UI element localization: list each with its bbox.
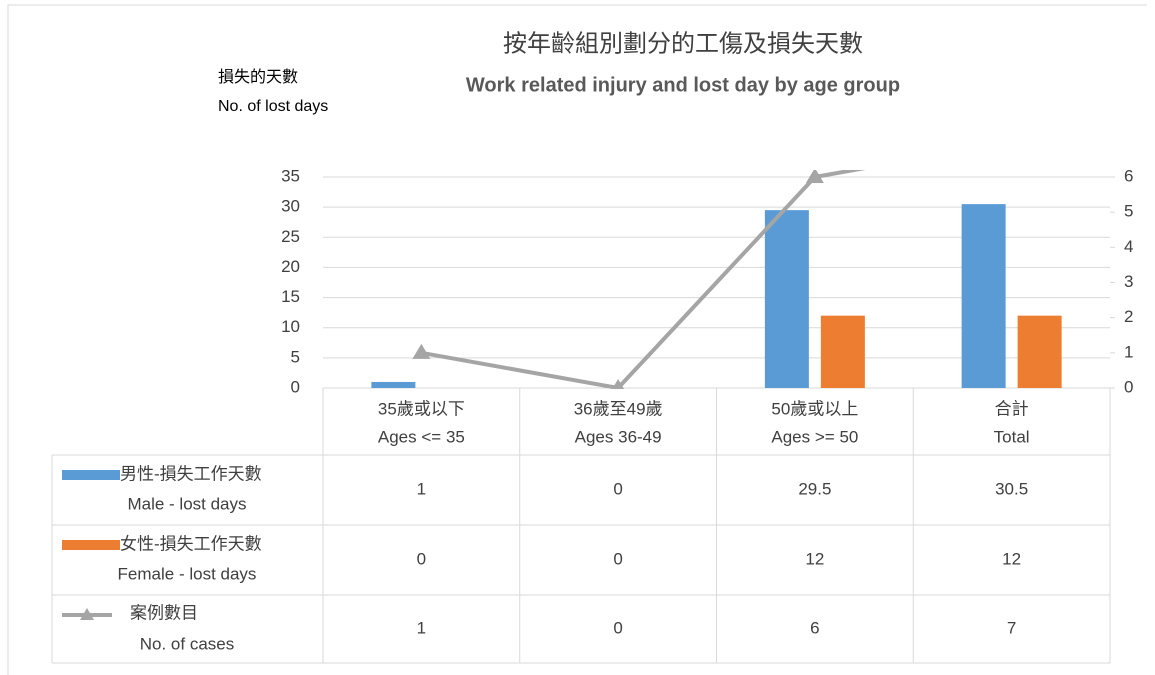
y-tick-label: 30 <box>281 197 300 216</box>
line-marker <box>1003 133 1021 148</box>
bar <box>961 204 1006 388</box>
x-tick-label: 合計 <box>995 399 1029 418</box>
y2-tick-label: 3 <box>1124 272 1133 291</box>
chart-subtitle: Work related injury and lost day by age … <box>466 74 900 96</box>
y-axis-label: No. of lost days <box>218 98 328 115</box>
y2-tick-label: 0 <box>1124 377 1133 396</box>
table-value: 0 <box>613 549 622 568</box>
line-series <box>412 133 1021 389</box>
y2-tick-label: 2 <box>1124 307 1133 326</box>
legend-swatch <box>62 540 120 550</box>
table-value: 29.5 <box>798 479 831 498</box>
y-tick-label: 5 <box>291 347 300 366</box>
y2-tick-label: 6 <box>1124 166 1133 185</box>
y-axis-label: 損失的天數 <box>218 68 298 86</box>
x-tick-label: Ages 36-49 <box>575 427 662 446</box>
y-tick-label: 15 <box>281 287 300 306</box>
line-marker <box>412 343 431 359</box>
table-value: 12 <box>805 549 824 568</box>
table-value: 0 <box>613 618 622 637</box>
legend-swatch <box>62 470 120 480</box>
table-value: 1 <box>417 479 426 498</box>
bar <box>371 381 416 388</box>
bar <box>764 210 809 388</box>
line <box>421 170 866 389</box>
x-tick-label: Total <box>994 427 1030 446</box>
y-tick-label: 10 <box>281 317 300 336</box>
y-tick-label: 0 <box>291 377 300 396</box>
bar <box>820 315 865 388</box>
table-value: 0 <box>417 549 426 568</box>
legend-label: 案例數目 <box>130 603 198 622</box>
x-tick-label: 35歲或以下 <box>378 399 465 418</box>
y-tick-label: 25 <box>281 227 300 246</box>
x-tick-label: 36歲至49歲 <box>574 399 663 418</box>
legend-label: 男性-損失工作天數 <box>120 464 262 483</box>
table-value: 7 <box>1007 618 1016 637</box>
y-tick-label: 20 <box>281 257 300 276</box>
y2-tick-label: 4 <box>1124 237 1133 256</box>
y-tick-label: 35 <box>281 166 300 185</box>
table-value: 12 <box>1002 549 1021 568</box>
line-marker <box>612 379 625 389</box>
table-value: 0 <box>613 479 622 498</box>
x-tick-label: Ages <= 35 <box>378 427 465 446</box>
table-value: 30.5 <box>995 479 1028 498</box>
x-tick-label: Ages >= 50 <box>771 427 858 446</box>
chart-border <box>7 4 1147 675</box>
legend-marker <box>80 608 94 620</box>
y2-tick-label: 1 <box>1124 342 1133 361</box>
legend-label: Female - lost days <box>118 564 257 583</box>
legend-label: 女性-損失工作天數 <box>120 534 262 553</box>
y2-tick-label: 5 <box>1124 202 1133 221</box>
legend-label: Male - lost days <box>127 494 246 513</box>
line-marker <box>805 170 824 183</box>
table-value: 6 <box>810 618 819 637</box>
x-tick-label: 50歲或以上 <box>771 399 858 418</box>
table-value: 1 <box>417 618 426 637</box>
bar <box>1017 315 1062 388</box>
chart-title: 按年齡組別劃分的工傷及損失天數 <box>503 30 863 57</box>
legend-label: No. of cases <box>140 634 235 653</box>
